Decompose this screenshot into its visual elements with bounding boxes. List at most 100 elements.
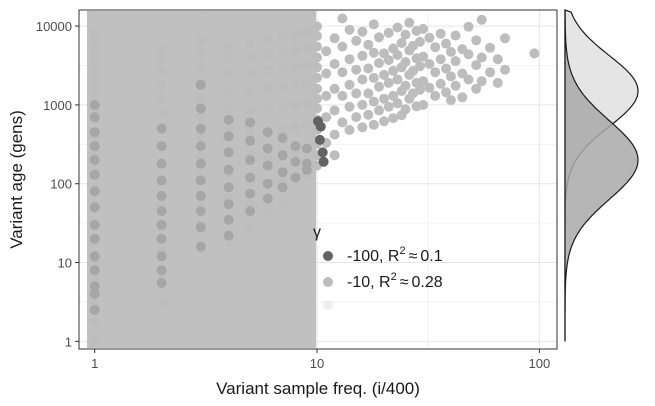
data-point <box>441 38 451 49</box>
legend-label: -10, R2 ≈0.28 <box>347 271 443 291</box>
y-axis-title: Variant age (gens) <box>7 110 26 249</box>
data-point <box>312 93 322 104</box>
data-point <box>89 219 100 230</box>
data-point <box>277 62 288 73</box>
data-point <box>301 119 312 130</box>
data-point <box>450 30 461 41</box>
data-point <box>388 113 399 124</box>
data-point <box>368 96 379 107</box>
data-point <box>414 61 425 72</box>
data-point <box>89 336 100 347</box>
data-point <box>301 77 312 88</box>
data-point <box>312 72 322 83</box>
data-point <box>312 30 322 41</box>
data-point <box>351 112 362 123</box>
data-point <box>290 61 301 72</box>
data-point <box>392 22 403 33</box>
data-point <box>245 155 256 165</box>
data-point <box>312 62 322 73</box>
data-point <box>312 52 322 63</box>
data-point <box>445 46 456 57</box>
density-curve <box>564 9 639 342</box>
data-point <box>321 68 332 79</box>
data-point <box>290 172 301 183</box>
data-point <box>223 230 234 241</box>
data-point <box>223 123 234 134</box>
data-point <box>492 54 503 65</box>
data-point <box>156 265 167 276</box>
data-point <box>418 76 429 87</box>
data-point <box>89 112 100 123</box>
data-point <box>277 46 288 57</box>
data-point <box>223 114 234 125</box>
data-point <box>414 84 425 95</box>
x-axis-ticks: 1 10 100 <box>91 349 550 371</box>
data-point <box>156 278 167 288</box>
data-point <box>195 79 206 90</box>
data-point <box>156 251 167 262</box>
data-point <box>485 67 496 78</box>
data-point <box>315 121 326 132</box>
data-point <box>156 190 167 201</box>
data-point <box>262 160 273 171</box>
data-point <box>344 54 355 65</box>
data-point <box>195 158 206 169</box>
data-point <box>312 103 322 114</box>
data-point <box>277 125 288 135</box>
data-point <box>277 30 288 41</box>
data-point <box>277 81 288 92</box>
data-point <box>337 90 348 101</box>
legend-title: γ <box>313 224 321 241</box>
data-point <box>471 60 482 71</box>
data-point <box>400 104 411 115</box>
data-point <box>321 90 332 101</box>
data-point <box>290 79 301 90</box>
data-point <box>156 219 167 230</box>
data-point <box>424 82 435 93</box>
data-point <box>357 50 368 61</box>
y-tick-label: 10000 <box>36 19 72 34</box>
data-point <box>245 117 256 128</box>
data-point <box>418 23 429 34</box>
data-point <box>290 28 301 39</box>
data-point <box>245 127 256 138</box>
data-point <box>445 71 456 82</box>
data-point <box>223 131 234 142</box>
data-point <box>195 93 206 104</box>
data-point <box>321 112 332 123</box>
data-point <box>195 151 206 162</box>
data-point <box>476 14 487 25</box>
data-point <box>156 107 167 118</box>
data-point <box>245 222 256 233</box>
data-point <box>450 56 461 67</box>
data-point <box>262 193 273 204</box>
data-point <box>312 83 322 94</box>
data-point <box>363 88 374 99</box>
data-point <box>245 52 256 63</box>
data-point <box>156 175 167 186</box>
data-point <box>89 281 100 292</box>
data-point <box>277 167 288 178</box>
scatter-points <box>89 13 540 347</box>
data-point <box>262 103 273 114</box>
data-point <box>245 86 256 96</box>
data-point <box>290 122 301 133</box>
legend-label: -100, R2 ≈0.1 <box>347 245 443 265</box>
data-point <box>89 60 100 71</box>
data-point <box>245 188 256 199</box>
data-point <box>329 83 340 94</box>
data-point <box>290 99 301 110</box>
data-point <box>301 43 312 54</box>
data-point <box>89 141 100 152</box>
y-axis-ticks: 1 10 100 1000 10000 <box>36 19 79 349</box>
data-point <box>500 64 510 75</box>
data-point <box>89 79 100 90</box>
data-point <box>89 305 100 315</box>
data-point <box>290 44 301 55</box>
data-point <box>424 32 435 43</box>
data-point <box>374 58 384 68</box>
data-point <box>392 74 403 85</box>
data-point <box>195 35 206 46</box>
data-point <box>195 141 206 152</box>
data-point <box>329 59 340 69</box>
